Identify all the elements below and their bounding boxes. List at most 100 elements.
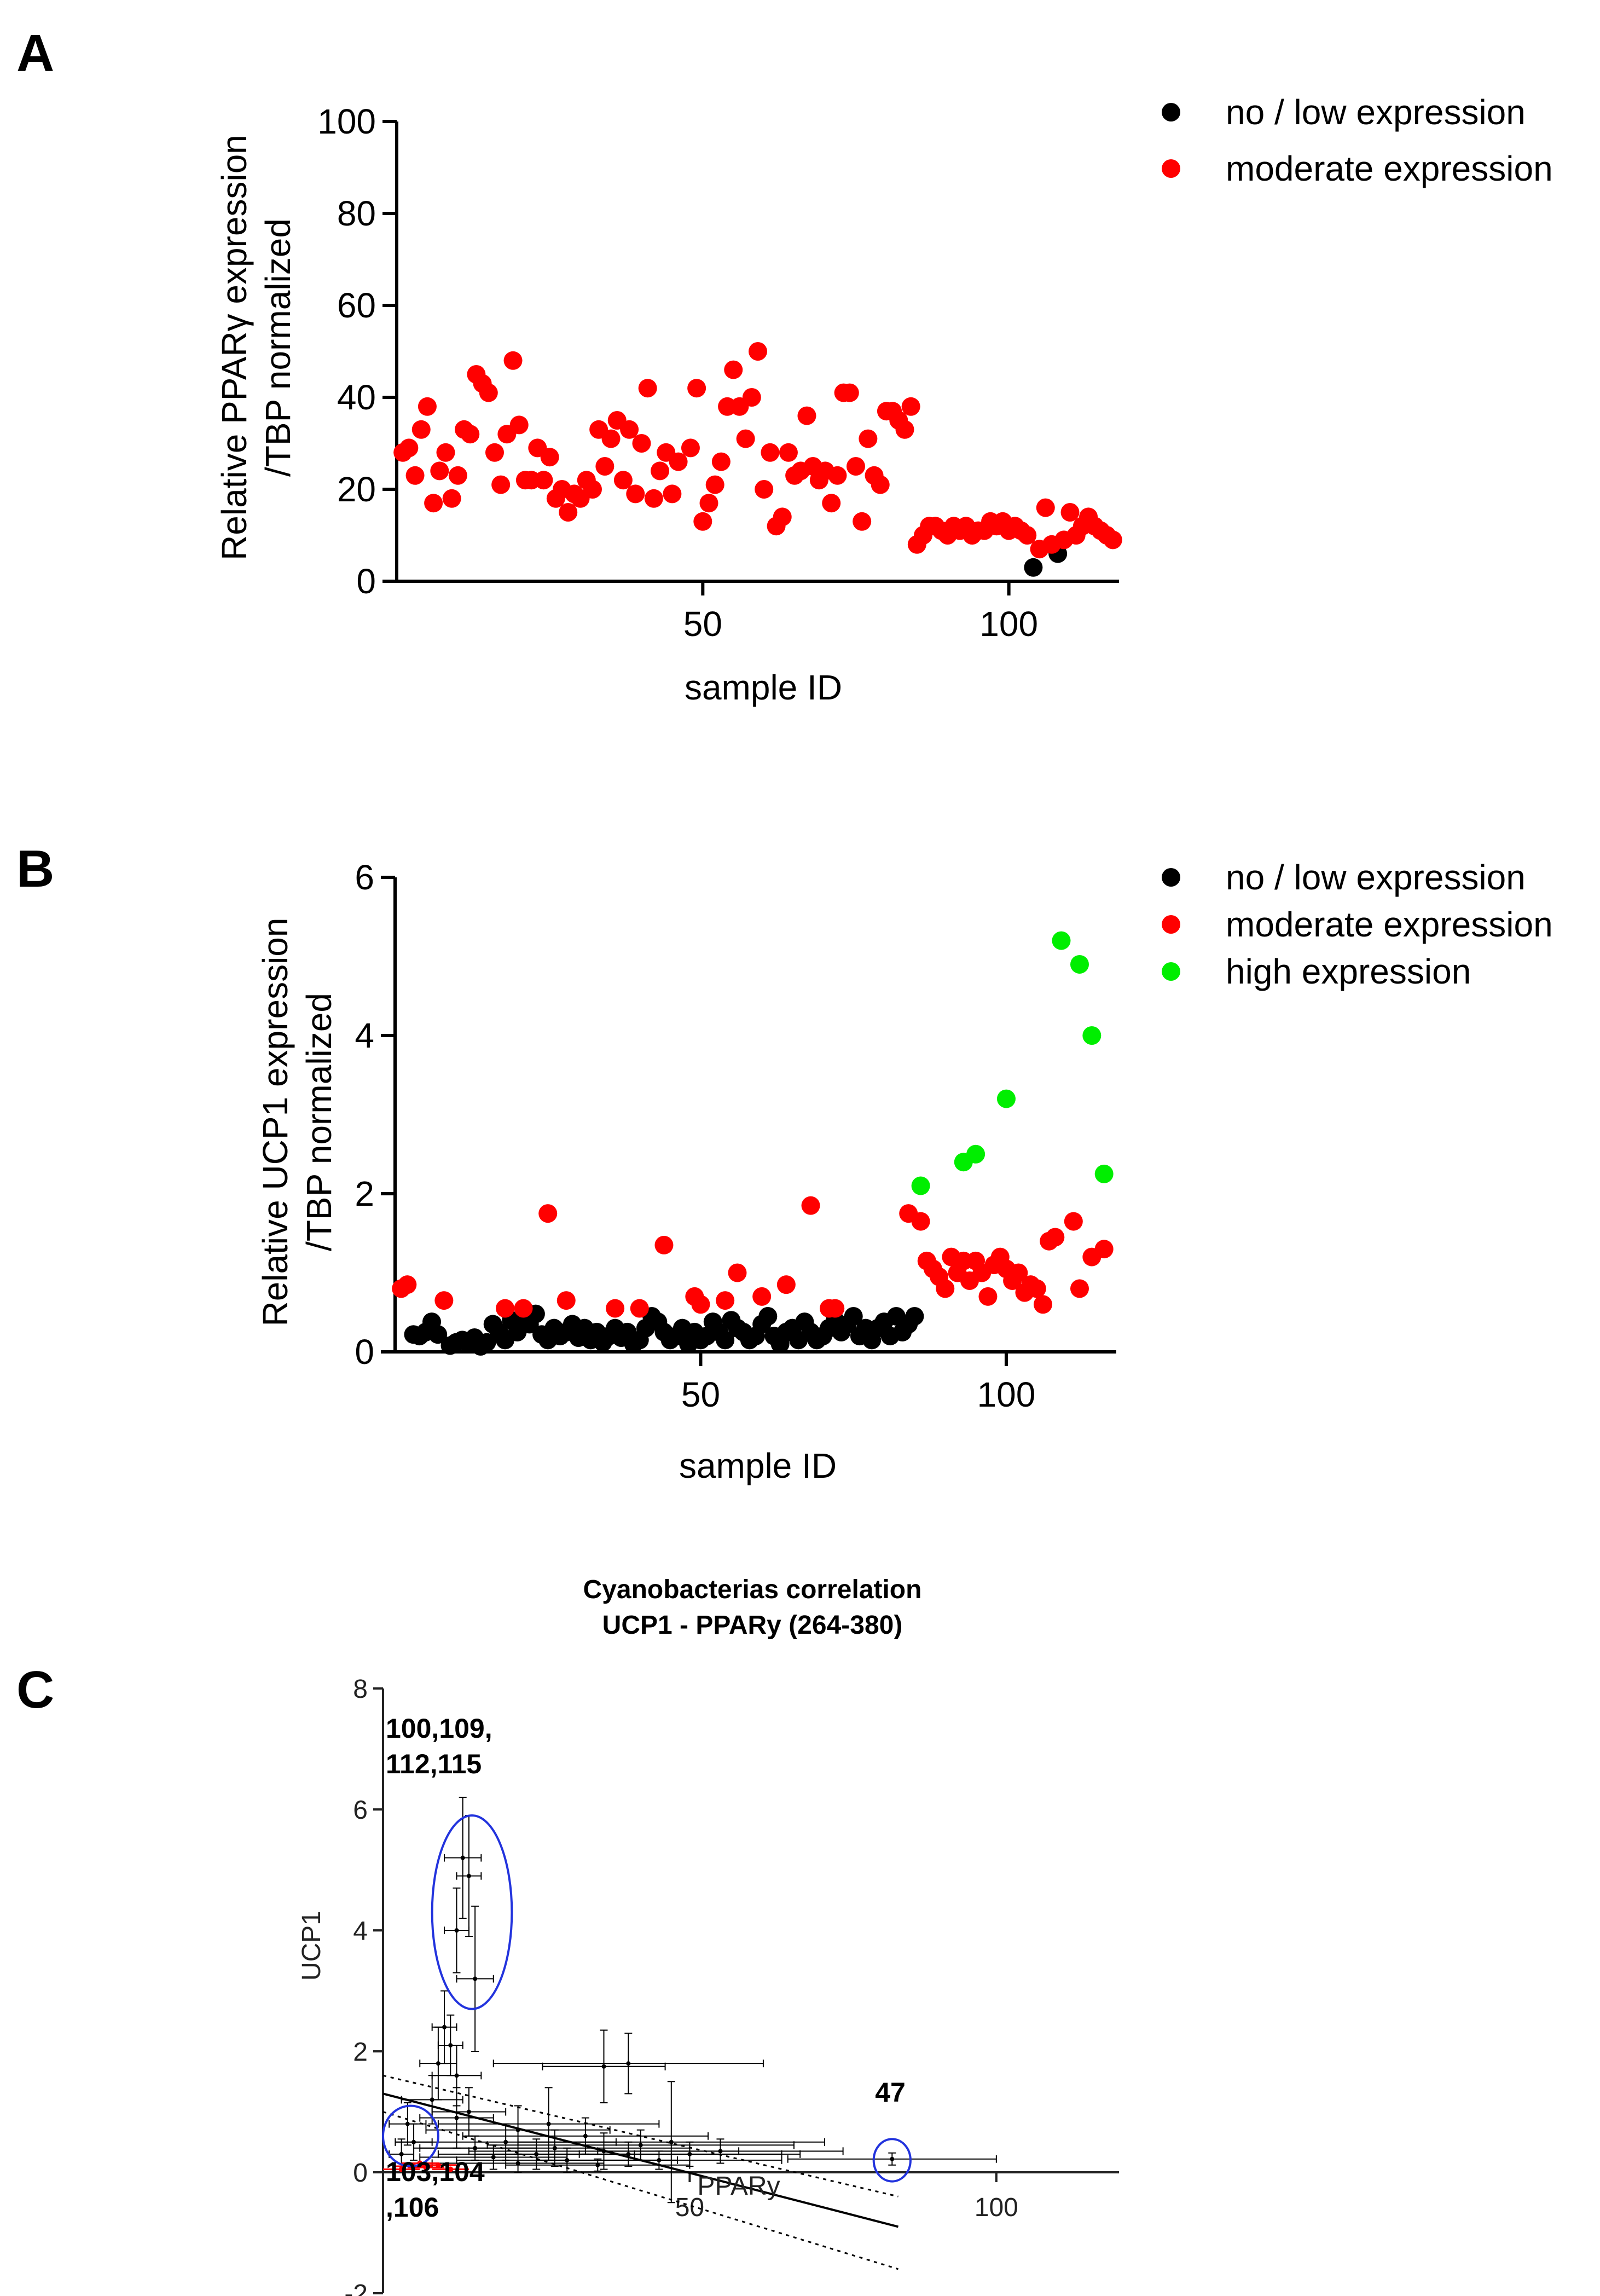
- b-point: [1064, 1212, 1083, 1231]
- b-point: [758, 1306, 778, 1326]
- panel-b-xlabel: sample ID: [679, 1446, 837, 1485]
- c-y-tick-label: -2: [344, 2280, 368, 2296]
- a-point: [742, 388, 761, 407]
- a-point: [859, 429, 878, 448]
- c-point: [466, 2109, 471, 2114]
- a-y-tick-label: 0: [356, 562, 376, 601]
- b-legend-label: moderate expression: [1226, 905, 1553, 944]
- panel-a-ylabel-line1: Relative PPARγ expression: [215, 135, 254, 560]
- panel-b-ylabel-line1: Relative UCP1 expression: [256, 918, 295, 1327]
- a-point: [724, 360, 743, 379]
- c-point: [669, 2139, 674, 2144]
- a-point: [822, 494, 841, 513]
- b-legend-label: high expression: [1226, 952, 1471, 991]
- a-x-tick-label: 50: [683, 604, 722, 644]
- panel-c-xlabel: PPARy: [697, 2172, 780, 2201]
- c-point: [657, 2158, 662, 2162]
- c-y-tick-label: 4: [353, 1917, 368, 1946]
- panel-a-legend: no / low expression moderate expression: [1162, 92, 1553, 188]
- a-legend-label: moderate expression: [1226, 149, 1553, 188]
- c-point: [430, 2097, 434, 2102]
- c-point: [442, 2025, 447, 2029]
- a-point: [424, 494, 443, 513]
- a-point: [755, 480, 774, 499]
- c-annotation-label: 100,109,: [386, 1713, 492, 1744]
- b-point: [654, 1235, 674, 1254]
- a-legend-marker: [1162, 103, 1180, 122]
- c-point: [626, 2061, 631, 2066]
- c-point: [546, 2121, 551, 2126]
- a-point: [442, 489, 461, 508]
- a-point: [613, 471, 633, 490]
- c-point: [583, 2133, 588, 2138]
- panel-c-annotations: 100,109, 112,115 47 103,104 ,106: [382, 1713, 912, 2223]
- panel-a-points: [393, 342, 1122, 577]
- panel-b-points: [392, 931, 1114, 1356]
- c-annotation-label: 112,115: [386, 1749, 482, 1779]
- a-point: [846, 457, 865, 476]
- panel-c-ylabel: UCP1: [297, 1911, 326, 1981]
- panel-c-errorbars: [383, 1796, 997, 2204]
- c-point: [411, 2139, 416, 2144]
- c-point: [473, 1976, 478, 1981]
- c-annotation-label: ,106: [386, 2192, 439, 2223]
- c-confidence-lower: [382, 2111, 898, 2270]
- a-y-tick-label: 20: [337, 470, 376, 509]
- a-point: [693, 512, 712, 531]
- c-point: [595, 2162, 600, 2167]
- c-point: [638, 2143, 643, 2148]
- b-point: [1094, 1240, 1114, 1259]
- a-point: [644, 489, 663, 508]
- a-point: [1036, 498, 1055, 517]
- a-point: [485, 443, 504, 462]
- a-point: [626, 484, 645, 504]
- panel-b-letter: B: [16, 840, 54, 898]
- b-point: [514, 1299, 533, 1318]
- b-point: [996, 1089, 1016, 1108]
- c-y-tick-label: 2: [353, 2038, 368, 2067]
- a-point: [669, 452, 688, 471]
- b-point: [538, 1204, 558, 1223]
- b-legend-marker: [1162, 868, 1180, 887]
- a-point: [583, 480, 602, 499]
- c-red-point: [398, 2166, 404, 2172]
- c-red-point: [423, 2165, 429, 2171]
- panel-a-axes: 0 20 40 60 80 100 50 100: [317, 102, 1119, 644]
- b-point: [801, 1196, 820, 1215]
- b-point: [1052, 931, 1071, 950]
- c-point: [436, 2061, 440, 2066]
- c-point: [601, 2064, 606, 2069]
- panel-c-title-line2: UCP1 - PPARy (264-380): [602, 1611, 903, 1640]
- b-legend-marker: [1162, 915, 1180, 934]
- b-point: [1070, 1279, 1089, 1298]
- b-point: [752, 1287, 772, 1306]
- b-point: [434, 1291, 454, 1310]
- b-point: [1027, 1279, 1046, 1298]
- panel-a-ylabel-line2: /TBP normalized: [258, 218, 298, 477]
- a-point: [509, 415, 529, 435]
- a-point: [418, 397, 437, 416]
- a-y-tick-label: 40: [337, 378, 376, 417]
- a-point: [595, 457, 615, 476]
- c-point: [454, 1928, 459, 1933]
- panel-a: A 0 20 40 60 80 100 50 100 sample ID Relative P…: [16, 24, 1553, 707]
- c-point: [491, 2155, 496, 2160]
- b-point: [606, 1299, 625, 1318]
- b-y-tick-label: 6: [355, 858, 374, 897]
- a-point: [749, 342, 767, 361]
- b-point: [556, 1291, 576, 1310]
- a-point: [1024, 558, 1043, 577]
- b-point: [936, 1279, 955, 1298]
- b-point: [398, 1275, 417, 1294]
- c-point: [515, 2161, 520, 2166]
- a-point: [503, 351, 523, 370]
- b-point: [630, 1299, 649, 1318]
- a-x-tick-label: 100: [979, 604, 1038, 644]
- b-point: [966, 1144, 985, 1164]
- a-point: [681, 438, 700, 458]
- b-point: [1033, 1295, 1052, 1314]
- c-point: [399, 2152, 404, 2156]
- panel-b-axes: 0 2 4 6 50 100: [355, 858, 1116, 1414]
- a-point: [828, 466, 847, 485]
- a-point: [797, 406, 816, 425]
